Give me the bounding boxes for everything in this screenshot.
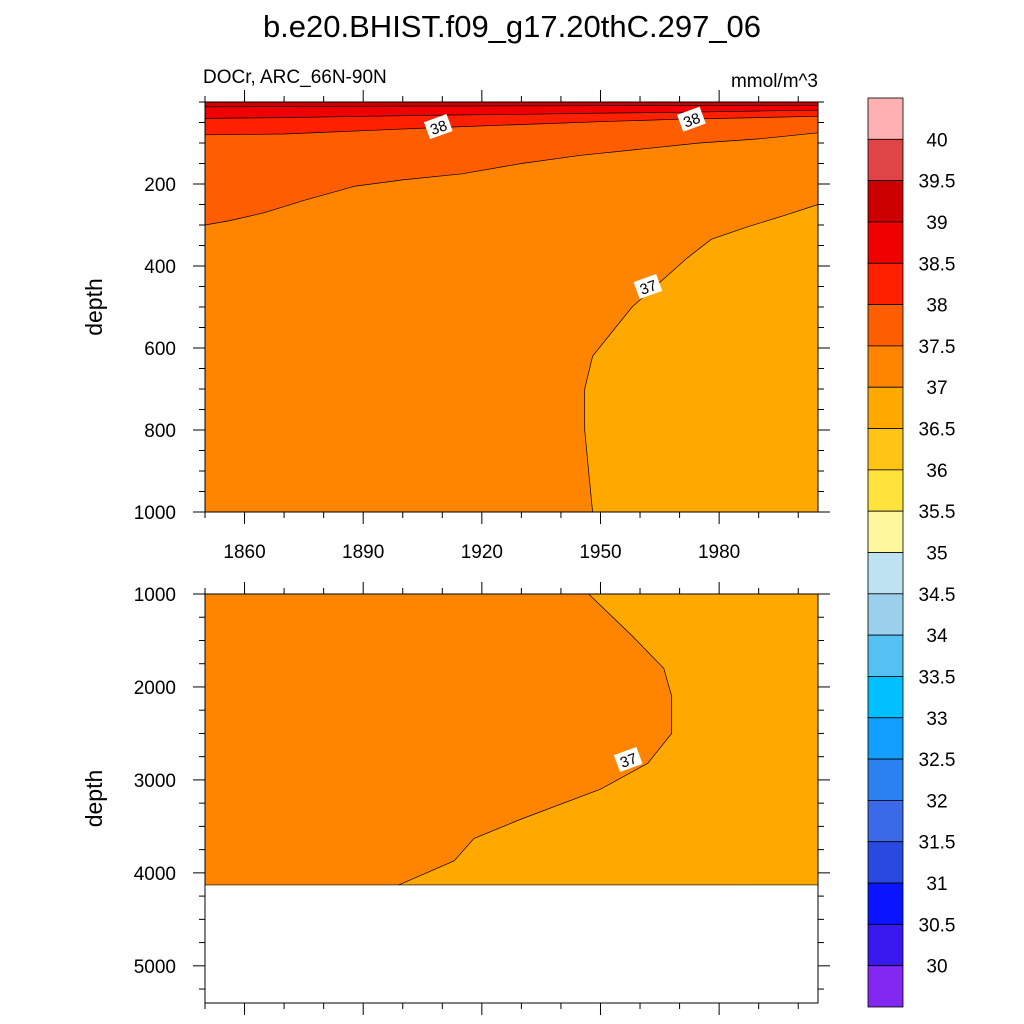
units-label: mmol/m^3 bbox=[731, 71, 818, 92]
y-tick-label: 3000 bbox=[134, 771, 176, 792]
variable-region-label: DOCr, ARC_66N-90N bbox=[203, 67, 387, 88]
y-tick-label: 1000 bbox=[134, 585, 176, 606]
colorbar-label: 34.5 bbox=[919, 585, 956, 606]
colorbar-label: 33 bbox=[926, 709, 947, 730]
y-tick-label: 400 bbox=[144, 257, 176, 278]
y-tick-label: 800 bbox=[144, 421, 176, 442]
colorbar-swatch bbox=[867, 882, 904, 925]
y-tick-label: 1000 bbox=[134, 503, 176, 524]
colorbar-label: 34 bbox=[926, 626, 948, 647]
colorbar-label: 31 bbox=[926, 874, 947, 895]
colorbar-label: 35.5 bbox=[919, 502, 956, 523]
colorbar-swatch bbox=[867, 676, 904, 719]
colorbar-label: 36 bbox=[926, 461, 947, 482]
colorbar-swatch bbox=[867, 717, 904, 760]
colorbar-label: 35 bbox=[926, 544, 947, 565]
y-tick-label: 200 bbox=[144, 175, 176, 196]
colorbar: 30 30.5 31 31.5 32 32.5 33 33.5 34 34.5 35 35.5 36 36… bbox=[867, 97, 956, 1008]
x-tick-label: 1890 bbox=[342, 542, 384, 563]
lower-panel: 1000 2000 3000 4000 5000 depth 37 bbox=[81, 582, 830, 1015]
contour-label: 38 bbox=[677, 106, 706, 132]
x-tick-label: 1920 bbox=[461, 542, 503, 563]
contour-label-box bbox=[613, 746, 643, 773]
colorbar-swatch bbox=[867, 593, 904, 636]
upper-panel: 1860 1890 1920 1950 1980 200 400 600 800 1000 dept… bbox=[81, 90, 830, 563]
colorbar-swatch bbox=[867, 262, 904, 305]
contour-label-box bbox=[423, 114, 453, 140]
y-tick-label: 4000 bbox=[134, 864, 176, 885]
contour-37-line bbox=[584, 204, 819, 513]
y-tick-label: 2000 bbox=[134, 678, 176, 699]
chart-title: b.e20.BHIST.f09_g17.20thC.297_06 bbox=[263, 9, 761, 44]
contour-37-5-line bbox=[204, 132, 819, 226]
contour-38-line bbox=[204, 115, 819, 136]
x-tick-label: 1950 bbox=[579, 542, 621, 563]
colorbar-label: 39 bbox=[926, 213, 947, 234]
colorbar-swatch bbox=[867, 428, 904, 471]
colorbar-swatch bbox=[867, 180, 904, 223]
colorbar-swatch bbox=[867, 758, 904, 801]
colorbar-label: 30.5 bbox=[919, 915, 956, 936]
colorbar-swatch bbox=[867, 510, 904, 553]
colorbar-swatch bbox=[867, 221, 904, 264]
contour-label-box bbox=[677, 106, 706, 132]
colorbar-swatch bbox=[867, 800, 904, 843]
y-axis-label: depth bbox=[81, 770, 107, 828]
colorbar-swatch bbox=[867, 138, 904, 182]
fill-37-5-region bbox=[205, 102, 818, 225]
fill-36-5-region bbox=[584, 204, 818, 512]
colorbar-label: 31.5 bbox=[919, 833, 956, 854]
contour-38-5-line bbox=[204, 109, 819, 119]
y-tick-label: 5000 bbox=[134, 957, 176, 978]
colorbar-swatch bbox=[867, 97, 904, 140]
y-tick-label: 600 bbox=[144, 339, 176, 360]
colorbar-swatch bbox=[867, 345, 904, 388]
contour-label: 38 bbox=[423, 114, 453, 140]
plot-frame bbox=[204, 593, 819, 1004]
colorbar-label: 32.5 bbox=[919, 750, 956, 771]
y-axis-label: depth bbox=[81, 278, 107, 336]
x-tick-label: 1980 bbox=[698, 542, 740, 563]
x-tick-label: 1860 bbox=[223, 542, 265, 563]
contour-39-line bbox=[204, 104, 819, 108]
colorbar-label: 37 bbox=[926, 378, 947, 399]
colorbar-swatch bbox=[867, 469, 904, 512]
contour-label-text: 38 bbox=[428, 117, 449, 139]
colorbar-label: 40 bbox=[926, 130, 947, 151]
contour-label-text: 37 bbox=[638, 277, 659, 299]
colorbar-label: 38.5 bbox=[919, 254, 956, 275]
fill-36-5-region bbox=[398, 594, 818, 885]
colorbar-swatch bbox=[867, 634, 904, 677]
contour-label-text: 38 bbox=[681, 110, 702, 132]
colorbar-swatch bbox=[867, 965, 904, 1008]
colorbar-label: 37.5 bbox=[919, 337, 956, 358]
colorbar-label: 39.5 bbox=[919, 172, 956, 193]
colorbar-label: 38 bbox=[926, 296, 947, 317]
colorbar-label: 33.5 bbox=[919, 668, 956, 689]
colorbar-swatch bbox=[867, 552, 904, 595]
contour-37-line bbox=[398, 593, 673, 886]
colorbar-swatch bbox=[867, 923, 904, 967]
contour-label-text: 37 bbox=[618, 750, 639, 772]
colorbar-label: 30 bbox=[926, 957, 947, 978]
colorbar-label: 36.5 bbox=[919, 420, 956, 441]
colorbar-swatch bbox=[867, 841, 904, 884]
contour-label-box bbox=[633, 273, 663, 300]
colorbar-label: 32 bbox=[926, 791, 947, 812]
colorbar-swatch bbox=[867, 304, 904, 347]
colorbar-swatch bbox=[867, 386, 904, 429]
contour-label: 37 bbox=[633, 273, 663, 300]
fill-39-region bbox=[205, 102, 818, 107]
contour-label: 37 bbox=[613, 746, 643, 773]
